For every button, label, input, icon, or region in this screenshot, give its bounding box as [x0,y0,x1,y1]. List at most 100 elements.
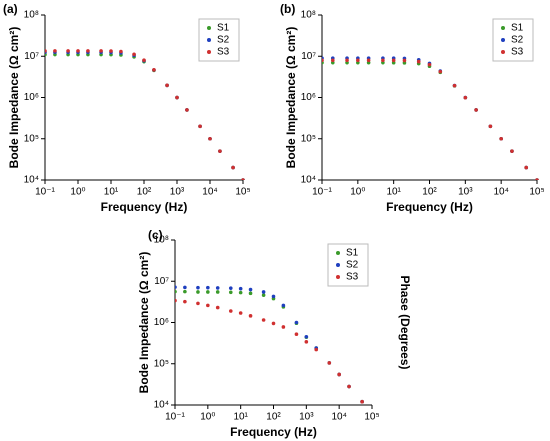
legend-label: S2 [346,260,359,271]
y-tick-label: 10⁸ [24,10,39,21]
panel: (c) 10⁻¹ 10⁰ 10¹ 10² 10³ 10⁴ 10⁵ 10⁴ 10⁵ 10⁶ 10⁷ 10⁸… [137,228,412,439]
x-tick-label: 10⁻¹ [312,187,332,198]
data-point [294,320,299,325]
x-tick-label: 10² [137,187,152,198]
y-tick-label: 10⁶ [24,92,39,103]
x-tick-label: 10⁵ [364,412,379,423]
x-tick-label: 10⁵ [529,187,544,198]
legend-marker [501,50,505,54]
data-point [228,290,233,295]
data-point [510,149,514,153]
y-tick-label: 10⁷ [301,51,316,62]
data-point [294,332,299,337]
data-point [215,286,220,290]
data-point [185,108,189,112]
data-point [281,303,286,308]
x-axis-label: Frequency (Hz) [230,425,317,439]
legend-marker [336,251,340,255]
x-tick-label: 10³ [299,412,314,423]
y-tick-label: 10⁴ [301,175,316,186]
x-tick-label: 10⁴ [202,187,217,198]
legend-marker [207,26,211,30]
y-tick-label: 10⁵ [24,133,39,144]
data-point [366,58,371,63]
legend-marker [207,50,211,54]
x-tick-label: 10⁰ [350,187,365,198]
y-tick-label: 10⁸ [154,235,169,246]
data-point [206,290,210,294]
legend-label: S3 [217,47,230,58]
data-point [183,299,187,304]
legend-label: S3 [511,47,524,58]
data-point [228,309,233,313]
x-tick-label: 10⁰ [200,412,215,423]
legend-label: S1 [511,23,524,34]
data-point [206,285,210,290]
legend-label: S3 [346,272,359,283]
x-tick-label: 10⁴ [331,412,346,423]
panel: (a) 10⁻¹ 10⁰ 10¹ 10² 10³ 10⁴ 10⁵ 10⁴ 10⁵ 10⁶ 10⁷ 10⁸… [3,2,251,214]
panel-label: (b) [280,2,295,16]
points [322,56,539,180]
data-point [391,58,396,63]
data-point [314,347,319,352]
data-point [337,372,341,377]
x-tick-label: 10¹ [233,412,248,423]
legend-label: S2 [511,35,524,46]
data-point [241,178,245,180]
data-point [271,294,276,299]
data-point [381,58,385,63]
data-point [196,285,200,290]
data-point [109,49,113,53]
data-point [356,58,360,63]
data-point [499,136,503,141]
data-point [175,298,177,303]
data-point [175,289,177,294]
data-point [402,58,407,63]
data-point [218,149,222,153]
data-point [183,289,187,294]
data-point [427,62,432,67]
data-point [132,52,136,57]
data-point [474,108,478,112]
y2-axis-label: Phase (Degrees) [398,275,412,369]
data-point [322,58,324,63]
data-point [175,285,177,289]
legend-marker [501,26,505,30]
legend-label: S1 [217,23,230,34]
legend-box [198,18,240,62]
legend-marker [336,263,340,267]
y-tick-label: 10⁶ [301,92,316,103]
legend-box [492,18,534,62]
data-point [86,49,90,53]
y-tick-label: 10⁵ [154,358,169,369]
data-point [215,305,220,310]
data-point [488,124,493,129]
data-point [183,285,187,290]
data-point [281,325,286,329]
x-tick-label: 10² [422,187,437,198]
data-point [327,361,332,365]
data-point [76,49,80,53]
data-point [175,95,179,100]
data-point [261,318,266,322]
data-point [345,58,349,63]
legend-marker [207,38,211,42]
data-point [452,83,457,88]
x-axis-label: Frequency (Hz) [101,200,188,214]
y-tick-label: 10⁴ [154,400,169,411]
data-point [463,95,468,100]
data-point [208,136,212,141]
data-point [238,311,243,315]
data-point [248,287,253,292]
legend-label: S2 [217,35,230,46]
data-point [248,314,253,318]
x-tick-label: 10⁰ [70,187,85,198]
data-point [438,69,443,74]
data-point [238,290,243,295]
legend-label: S1 [346,248,359,259]
data-point [196,301,200,306]
data-point [347,384,351,389]
data-point [524,165,529,170]
legend-marker [336,275,340,279]
